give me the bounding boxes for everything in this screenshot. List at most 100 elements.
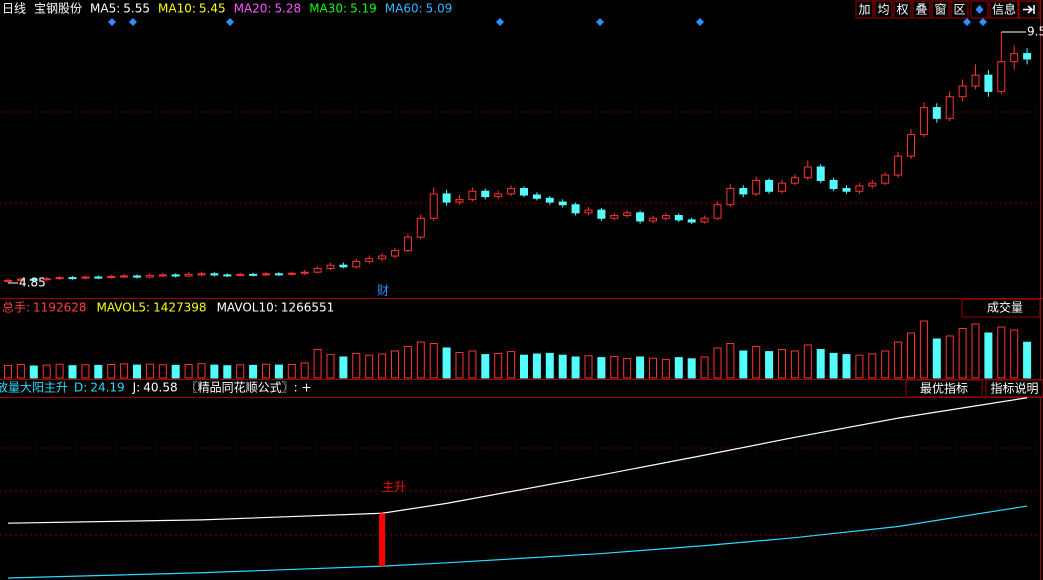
volume-bar [842, 354, 851, 379]
volume-bar [997, 326, 1006, 379]
volume-bar [816, 349, 825, 379]
candle-body [919, 107, 928, 136]
candle-body [636, 212, 645, 222]
volume-bar [4, 364, 12, 379]
candle-body [803, 166, 812, 179]
volume-bar [971, 323, 980, 379]
toolbar-button[interactable] [989, 0, 1019, 19]
candle-body [700, 217, 709, 223]
event-marker[interactable] [108, 18, 116, 26]
candle-body [403, 236, 412, 252]
candle-body [352, 260, 361, 268]
candle-body [739, 188, 748, 195]
volume-bar [81, 364, 90, 379]
panel-button-label: 指标说明 [990, 381, 1038, 396]
event-marker[interactable] [979, 18, 987, 26]
volume-bar [262, 363, 270, 379]
candle-body [55, 277, 64, 280]
volume-bar [171, 364, 180, 379]
volume-bar [610, 355, 619, 379]
toolbar-label: 叠 [915, 3, 927, 17]
volume-bar [636, 356, 645, 379]
ma-name: MA60: [385, 2, 423, 16]
candle-body [507, 188, 516, 195]
candle-body [81, 276, 90, 279]
toolbar-button[interactable] [912, 0, 931, 19]
volume-bar [1010, 329, 1019, 379]
mavol-name: MAVOL10: [217, 301, 278, 315]
volume-label: 总手: [2, 301, 30, 315]
volume-bar [674, 357, 683, 379]
volume-bar [532, 353, 541, 379]
event-marker[interactable] [496, 18, 504, 26]
candle-body [649, 217, 657, 222]
toolbar-button[interactable] [874, 0, 893, 19]
toolbar-button[interactable] [950, 0, 969, 19]
toolbar-button[interactable] [893, 0, 912, 19]
volume-bar [494, 352, 503, 379]
volume-bar [352, 352, 361, 379]
event-marker[interactable] [696, 18, 704, 26]
stock-name: 宝钢股份 [34, 2, 82, 16]
volume-bar [236, 364, 245, 379]
volume-bar [391, 350, 399, 379]
ma-name: MA20: [234, 2, 272, 16]
ma-name: MA5: [90, 2, 120, 16]
ma-name: MA30: [309, 2, 347, 16]
candle-body [881, 174, 890, 184]
signal-label: 主升 [382, 480, 406, 494]
event-marker[interactable] [129, 18, 137, 26]
candle-body [365, 258, 374, 262]
panel-button[interactable] [905, 379, 983, 398]
min-price-label: 4.85 [19, 276, 46, 290]
volume-bar [249, 364, 258, 379]
candle-body [481, 190, 490, 198]
period-label: 日线 [2, 2, 26, 16]
candle-body [171, 274, 180, 277]
indicator-line [7, 505, 1028, 579]
candle-body [674, 215, 683, 221]
volume-bar [29, 365, 38, 379]
candle-body [661, 215, 670, 219]
candle-body [42, 278, 51, 281]
volume-bar [197, 363, 206, 379]
panel-button[interactable] [961, 298, 1041, 318]
volume-bar [520, 354, 528, 379]
volume-bar [42, 364, 51, 379]
candle-body [133, 275, 141, 278]
volume-bar [274, 364, 283, 379]
event-marker[interactable] [963, 18, 971, 26]
volume-bar [365, 354, 374, 379]
panel-button[interactable] [985, 379, 1043, 398]
event-marker[interactable] [596, 18, 604, 26]
event-marker[interactable] [226, 18, 234, 26]
candle-body [855, 185, 864, 192]
toolbar-button[interactable] [855, 0, 874, 19]
series-name: D: [74, 381, 87, 395]
candle-body [313, 267, 322, 273]
volume-bar [713, 347, 722, 379]
volume-bar [803, 344, 812, 379]
ma-value: 5.19 [350, 2, 377, 16]
volume-bar [94, 364, 103, 379]
candle-body [532, 194, 541, 199]
candle-body [429, 193, 438, 219]
volume-bar [16, 364, 25, 379]
candle-body [68, 277, 77, 280]
toolbar-button[interactable] [931, 0, 950, 19]
volume-bar [507, 351, 516, 379]
candle-body [778, 182, 786, 192]
series-value: 40.58 [143, 381, 177, 395]
toolbar-icons [970, 0, 1040, 19]
volume-bar [223, 365, 232, 379]
candle-body [391, 250, 399, 257]
ma-value: 5.09 [426, 2, 453, 16]
volume-bar [120, 363, 129, 379]
candle-body [584, 209, 593, 214]
candle-body [984, 74, 993, 92]
volume-bar [919, 320, 928, 379]
volume-bar [107, 364, 116, 379]
volume-bar [378, 353, 387, 379]
